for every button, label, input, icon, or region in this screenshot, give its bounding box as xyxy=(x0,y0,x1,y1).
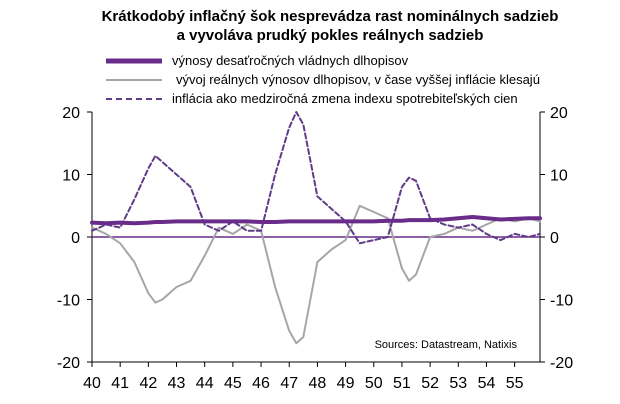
y-tick-label-right: -20 xyxy=(550,355,573,372)
legend-label-inflation: inflácia ako medziročná zmena indexu spo… xyxy=(172,91,518,106)
legend-item-nominal: výnosy desaťročných vládnych dlhopisov xyxy=(104,52,604,70)
source-note: Sources: Datastream, Natixis xyxy=(375,339,518,351)
chart-title-line-2: a vyvoláva prudký pokles reálnych sadzie… xyxy=(176,27,484,44)
legend-label-nominal: výnosy desaťročných vládnych dlhopisov xyxy=(172,53,409,68)
x-tick-label: 42 xyxy=(139,375,157,392)
legend-label-real: vývoj reálnych výnosov dlhopisov, v čase… xyxy=(176,72,540,87)
series-line-2 xyxy=(91,111,541,245)
x-tick-label: 48 xyxy=(309,375,327,392)
legend-swatch-real xyxy=(106,79,162,81)
x-tick-label: 45 xyxy=(224,375,242,392)
x-tick-label: 54 xyxy=(478,375,496,392)
y-tick-label-left: 20 xyxy=(62,105,80,122)
y-tick-label-left: -20 xyxy=(57,355,80,372)
x-tick-label: 55 xyxy=(506,375,524,392)
x-tick-label: 40 xyxy=(83,375,101,392)
y-tick-label-left: -10 xyxy=(57,293,80,310)
x-tick-label: 53 xyxy=(449,375,467,392)
x-tick-label: 44 xyxy=(196,375,214,392)
x-tick-label: 46 xyxy=(252,375,270,392)
legend-swatch-inflation xyxy=(106,98,162,100)
x-tick-label: 51 xyxy=(393,375,411,392)
x-tick-label: 43 xyxy=(168,375,186,392)
y-tick-label-right: -10 xyxy=(550,293,573,310)
y-tick-label-right: 10 xyxy=(550,168,568,185)
x-tick-label: 50 xyxy=(365,375,383,392)
x-tick-label: 49 xyxy=(337,375,355,392)
y-tick-label-right: 0 xyxy=(550,230,559,247)
series-group xyxy=(90,111,542,345)
legend-item-real: vývoj reálnych výnosov dlhopisov, v čase… xyxy=(104,71,614,89)
series-line-0 xyxy=(90,215,542,226)
x-tick-label: 47 xyxy=(280,375,298,392)
x-tick-label: 52 xyxy=(421,375,439,392)
y-tick-label-left: 10 xyxy=(62,168,80,185)
chart-title-line-1: Krátkodobý inflačný šok nesprevádza rast… xyxy=(101,8,559,25)
y-tick-label-left: 0 xyxy=(71,230,80,247)
series-line-1 xyxy=(91,204,541,345)
x-tick-label: 41 xyxy=(111,375,129,392)
legend-swatch-nominal xyxy=(106,58,162,64)
legend-item-inflation: inflácia ako medziročná zmena indexu spo… xyxy=(104,90,604,108)
